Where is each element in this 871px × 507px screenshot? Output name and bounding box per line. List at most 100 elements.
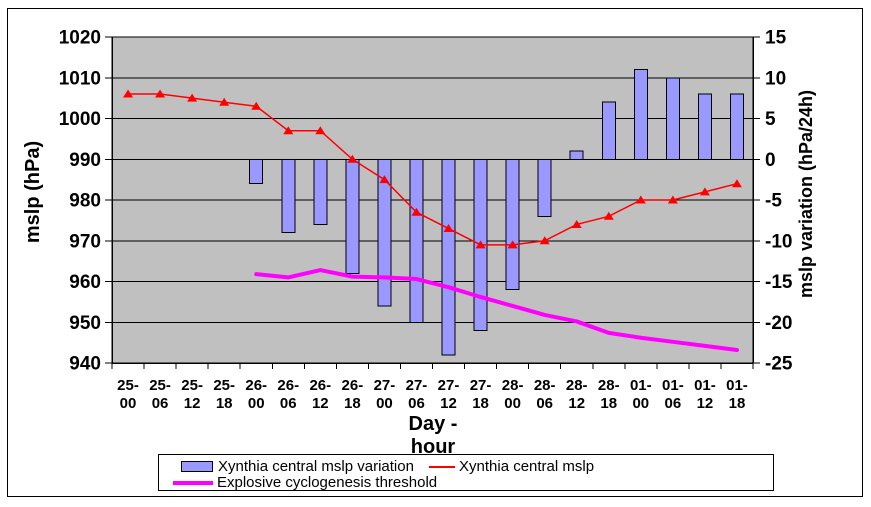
triangle-marker-icon	[347, 154, 358, 163]
mslp-line	[128, 93, 738, 246]
x-label-day: 26-	[342, 377, 364, 394]
left-tick-label: 950	[69, 313, 101, 334]
triangle-marker-icon	[443, 224, 454, 233]
x-label-day: 26-	[309, 377, 331, 394]
x-label-day: 01-	[694, 377, 716, 394]
bar	[665, 77, 680, 160]
x-label-day: 28-	[534, 377, 556, 394]
x-label-day: 01-	[662, 377, 684, 394]
x-label-day: 26-	[277, 377, 299, 394]
right-tick-label: 5	[765, 109, 776, 130]
x-label-hour: 00	[376, 395, 393, 412]
x-label-hour: 18	[216, 395, 233, 412]
x-axis-title-line1: Day -	[409, 413, 458, 435]
triangle-marker-icon	[411, 207, 422, 216]
x-label-day: 26-	[245, 377, 267, 394]
triangle-marker-icon	[283, 126, 294, 135]
x-label-hour: 00	[120, 395, 137, 412]
triangle-marker-icon	[155, 89, 166, 98]
x-label-day: 28-	[566, 377, 588, 394]
x-label-hour: 00	[504, 395, 521, 412]
bar	[601, 101, 616, 160]
triangle-marker-icon	[667, 195, 678, 204]
x-label-day: 25-	[181, 377, 203, 394]
bar	[281, 158, 296, 234]
bar	[249, 158, 264, 185]
triangle-marker-icon	[507, 240, 518, 249]
triangle-marker-icon	[315, 126, 326, 135]
triangle-marker-icon	[123, 89, 134, 98]
x-label-day: 25-	[149, 377, 171, 394]
bar	[441, 158, 456, 356]
x-label-hour: 06	[536, 395, 553, 412]
right-tick-label: 10	[765, 68, 786, 89]
triangle-marker-icon	[187, 93, 198, 102]
x-label-day: 27-	[438, 377, 460, 394]
legend-item-variation: Xynthia central mslp variation	[181, 458, 414, 475]
x-label-hour: 18	[344, 395, 361, 412]
x-label-hour: 06	[280, 395, 297, 412]
right-tick-label: -20	[765, 313, 792, 334]
right-tick-label: -10	[765, 231, 792, 252]
x-label-day: 25-	[117, 377, 139, 394]
triangle-marker-icon	[603, 211, 614, 220]
x-label-hour: 00	[632, 395, 649, 412]
x-label-hour: 06	[665, 395, 682, 412]
triangle-marker-icon	[699, 187, 710, 196]
left-tick-label: 1000	[59, 109, 101, 130]
legend-label-threshold: Explosive cyclogenesis threshold	[217, 474, 438, 491]
right-tick-label: -25	[765, 354, 793, 375]
x-label-hour: 18	[600, 395, 617, 412]
right-tick-label: 0	[765, 150, 776, 171]
x-label-day: 01-	[630, 377, 652, 394]
x-axis-title-line2: hour	[411, 436, 456, 458]
bar	[313, 158, 328, 225]
legend-label-mslp: Xynthia central mslp	[459, 458, 595, 475]
x-label-hour: 00	[248, 395, 265, 412]
x-label-day: 28-	[598, 377, 620, 394]
line-triangle-swatch-icon	[429, 465, 455, 468]
x-label-hour: 18	[729, 395, 746, 412]
threshold-line	[254, 268, 739, 352]
legend-item-threshold: Explosive cyclogenesis threshold	[173, 474, 437, 491]
x-label-hour: 12	[568, 395, 585, 412]
magenta-line-swatch-icon	[173, 480, 213, 485]
x-label-hour: 12	[440, 395, 457, 412]
x-label-day: 01-	[726, 377, 748, 394]
bar	[409, 158, 424, 323]
left-tick-label: 1020	[59, 28, 101, 49]
legend-label-variation: Xynthia central mslp variation	[218, 458, 414, 475]
triangle-marker-icon	[251, 101, 262, 110]
triangle-marker-icon	[635, 195, 646, 204]
bar	[697, 93, 712, 160]
left-tick-label: 980	[69, 191, 101, 212]
legend-item-mslp: Xynthia central mslp	[429, 458, 594, 475]
triangle-marker-icon	[571, 219, 582, 228]
right-tick-label: 15	[765, 28, 787, 49]
right-tick-label: -15	[765, 272, 793, 293]
legend: Xynthia central mslp variation Xynthia c…	[158, 454, 774, 491]
right-axis-title: mslp variation (hPa/24h)	[796, 90, 816, 298]
x-label-day: 27-	[374, 377, 396, 394]
bar	[345, 158, 360, 274]
x-label-hour: 18	[472, 395, 489, 412]
x-label-day: 25-	[213, 377, 235, 394]
triangle-marker-icon	[379, 175, 390, 184]
triangle-marker-icon	[219, 97, 230, 106]
bar	[569, 150, 584, 160]
right-tick-label: -5	[765, 191, 782, 212]
x-label-hour: 12	[312, 395, 329, 412]
bar	[505, 158, 520, 291]
x-label-hour: 12	[697, 395, 714, 412]
x-label-day: 28-	[502, 377, 524, 394]
left-tick-label: 960	[69, 272, 101, 293]
bar	[537, 158, 552, 217]
left-tick-label: 990	[69, 150, 101, 171]
bar-swatch-icon	[181, 461, 213, 472]
x-label-day: 27-	[406, 377, 428, 394]
triangle-marker-icon	[475, 240, 486, 249]
bar	[729, 93, 744, 160]
x-label-hour: 12	[184, 395, 201, 412]
